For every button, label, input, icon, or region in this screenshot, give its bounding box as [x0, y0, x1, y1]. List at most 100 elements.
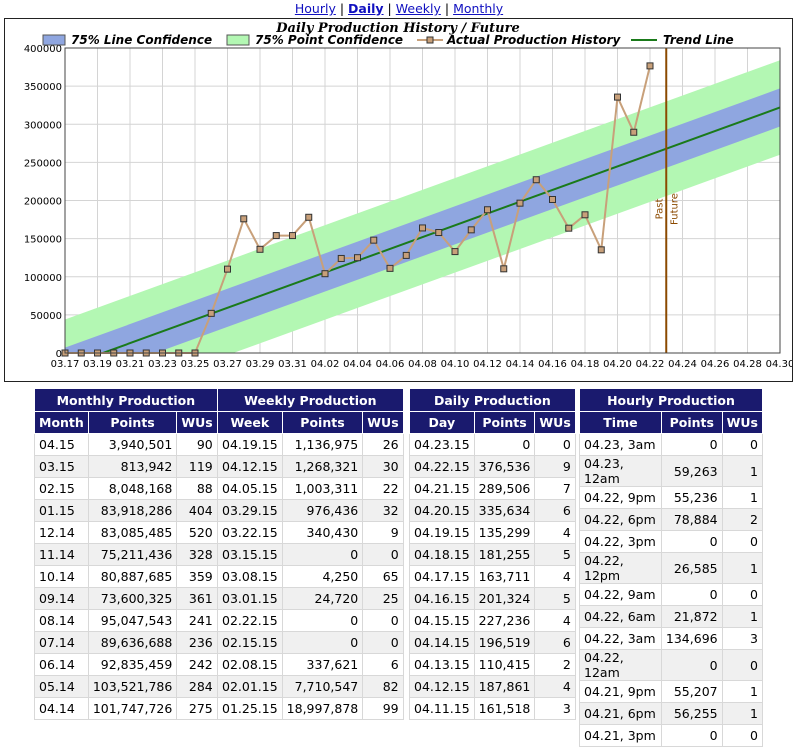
x-tick-label: 03.31: [278, 359, 307, 370]
nav-monthly-link[interactable]: Monthly: [453, 1, 504, 16]
actual-production-point: [370, 236, 378, 244]
nav-weekly-link[interactable]: Weekly: [395, 1, 441, 16]
table-cell: 6: [534, 631, 576, 654]
table-cell: 04.22, 3am: [579, 627, 662, 650]
table-cell: 201,324: [473, 587, 536, 610]
table-cell: 0: [362, 543, 404, 566]
table-cell: 04.22, 12pm: [579, 552, 662, 584]
table-cell: 1: [721, 702, 764, 725]
table-cell: 26: [362, 433, 404, 456]
table-cell: 0: [721, 724, 764, 747]
legend-line-confidence: 75% Line Confidence: [71, 33, 212, 47]
table-row: 08.14 95,047,543 241: [34, 609, 218, 632]
table-cell: 0: [721, 649, 764, 681]
table-cell: 04.18.15: [409, 543, 475, 566]
table-cell: 241: [176, 609, 218, 632]
table-row: 04.22, 3am 134,696 3: [579, 627, 764, 650]
x-tick-label: 04.12: [473, 359, 502, 370]
table-cell: 99: [362, 697, 404, 720]
table-row: 04.15 3,940,501 90: [34, 433, 218, 456]
table-cell: 05.14: [34, 675, 89, 698]
x-tick-label: 03.27: [213, 359, 242, 370]
table-row: 04.22.15 376,536 9: [409, 455, 576, 478]
table-row: 09.14 73,600,325 361: [34, 587, 218, 610]
table-cell: 163,711: [473, 565, 536, 588]
actual-production-point: [549, 195, 556, 203]
table-cell: 289,506: [473, 477, 536, 500]
y-tick-label: 100000: [24, 273, 62, 284]
table-cell: 56,255: [660, 702, 723, 725]
line-confidence-band: [65, 88, 780, 353]
x-tick-label: 04.28: [733, 359, 762, 370]
table-row: 01.15 83,918,286 404: [34, 499, 218, 522]
x-tick-label: 04.18: [571, 359, 600, 370]
table-row: 04.21, 9pm 55,207 1: [579, 680, 764, 703]
table-cell: 196,519: [473, 631, 536, 654]
table-cell: 242: [176, 653, 218, 676]
table-cell: 4,250: [281, 565, 364, 588]
column-header: Time: [579, 411, 662, 434]
legend-trend: Trend Line: [663, 33, 734, 47]
table-cell: 404: [176, 499, 218, 522]
table-cell: 04.14.15: [409, 631, 475, 654]
table-cell: 5: [534, 543, 576, 566]
table-cell: 22: [362, 477, 404, 500]
hourly-production-table: Hourly Production Time Points WUs 04.23, 3am…: [579, 388, 764, 747]
table-cell: 04.21, 3pm: [579, 724, 662, 747]
table-cell: 04.21, 9pm: [579, 680, 662, 703]
table-cell: 376,536: [473, 455, 536, 478]
table-row: 12.14 83,085,485 520: [34, 521, 218, 544]
nav-hourly-link[interactable]: Hourly: [294, 1, 336, 16]
table-cell: 83,918,286: [87, 499, 178, 522]
table-cell: 04.17.15: [409, 565, 475, 588]
table-cell: 1: [721, 552, 764, 584]
table-cell: 227,236: [473, 609, 536, 632]
actual-production-point: [224, 265, 231, 273]
y-tick-label: 50000: [30, 311, 62, 322]
legend-point-confidence: 75% Point Confidence: [255, 33, 403, 47]
table-row: 04.20.15 335,634 6: [409, 499, 576, 522]
table-cell: 359: [176, 565, 218, 588]
table-cell: 9: [362, 521, 404, 544]
table-cell: 03.15.15: [217, 543, 283, 566]
table-cell: 03.22.15: [217, 521, 283, 544]
actual-production-point: [419, 224, 426, 232]
table-row: 04.12.15 187,861 4: [409, 675, 576, 698]
table-cell: 7: [534, 477, 576, 500]
table-cell: 0: [721, 433, 764, 456]
table-cell: 2: [721, 508, 764, 531]
actual-production-point: [614, 93, 621, 101]
table-cell: 0: [362, 631, 404, 654]
column-header: Month: [34, 411, 89, 434]
x-tick-label: 03.19: [83, 359, 112, 370]
table-cell: 275: [176, 697, 218, 720]
table-row: 02.15 8,048,168 88: [34, 477, 218, 500]
table-cell: 03.29.15: [217, 499, 283, 522]
table-cell: 0: [281, 543, 364, 566]
table-caption: Hourly Production: [579, 388, 763, 412]
table-cell: 976,436: [281, 499, 364, 522]
table-cell: 03.01.15: [217, 587, 283, 610]
y-tick-label: 250000: [24, 158, 62, 169]
y-tick-label: 350000: [24, 82, 62, 93]
table-cell: 4: [534, 565, 576, 588]
nav-daily-link[interactable]: Daily: [348, 1, 384, 16]
table-cell: 78,884: [660, 508, 723, 531]
table-cell: 361: [176, 587, 218, 610]
table-cell: 8,048,168: [87, 477, 178, 500]
actual-production-point: [354, 254, 361, 262]
column-header: Points: [473, 411, 536, 434]
actual-production-point: [484, 206, 491, 214]
table-cell: 236: [176, 631, 218, 654]
table-row: 04.16.15 201,324 5: [409, 587, 576, 610]
x-tick-label: 04.08: [408, 359, 437, 370]
table-cell: 02.15: [34, 477, 89, 500]
actual-production-point: [500, 265, 508, 273]
table-cell: 30: [362, 455, 404, 478]
table-cell: 18,997,878: [281, 697, 364, 720]
x-tick-label: 03.25: [181, 359, 210, 370]
table-row: 04.14 101,747,726 275: [34, 697, 218, 720]
table-row: 04.22, 12pm 26,585 1: [579, 552, 764, 584]
table-row: 06.14 92,835,459 242: [34, 653, 218, 676]
table-row: 04.17.15 163,711 4: [409, 565, 576, 588]
